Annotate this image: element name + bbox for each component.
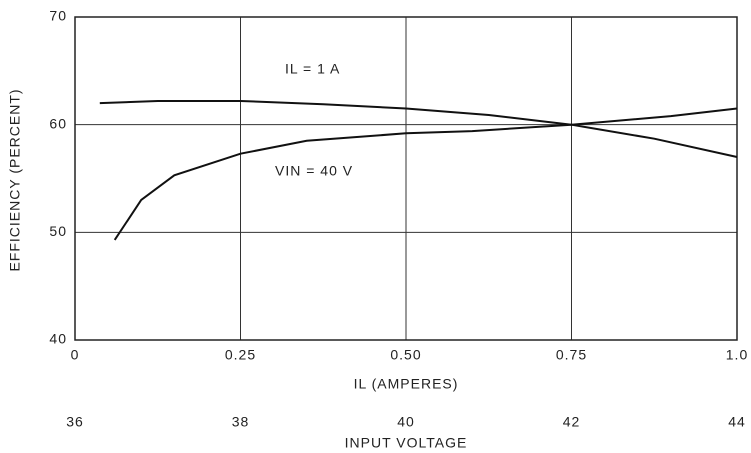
- x-tick-label: 0.25: [225, 347, 256, 363]
- curve: [113, 107, 738, 241]
- y-tick-label: 40: [49, 331, 67, 347]
- curve-label: IL = 1 A: [285, 61, 340, 77]
- x2-tick-label: 40: [397, 414, 415, 430]
- y-tick-label: 50: [49, 223, 67, 239]
- curve-label: VIN = 40 V: [275, 163, 353, 179]
- x-axis-label: IL (AMPERES): [354, 376, 459, 392]
- x-tick-label: 0.50: [390, 347, 421, 363]
- x2-axis-label: INPUT VOLTAGE: [345, 435, 468, 451]
- y-tick-label: 60: [49, 115, 67, 131]
- x2-tick-label: 36: [66, 414, 84, 430]
- curve: [99, 100, 738, 158]
- plot-frame: [74, 16, 738, 341]
- x-tick-label: 0.75: [556, 347, 587, 363]
- y-tick-label: 70: [49, 8, 67, 24]
- x-tick-label: 0: [71, 347, 80, 363]
- x2-tick-label: 38: [232, 414, 250, 430]
- y-axis-label: EFFICIENCY (PERCENT): [7, 88, 23, 271]
- x2-tick-label: 44: [728, 414, 746, 430]
- x-tick-label: 1.0: [726, 347, 748, 363]
- x2-tick-label: 42: [563, 414, 581, 430]
